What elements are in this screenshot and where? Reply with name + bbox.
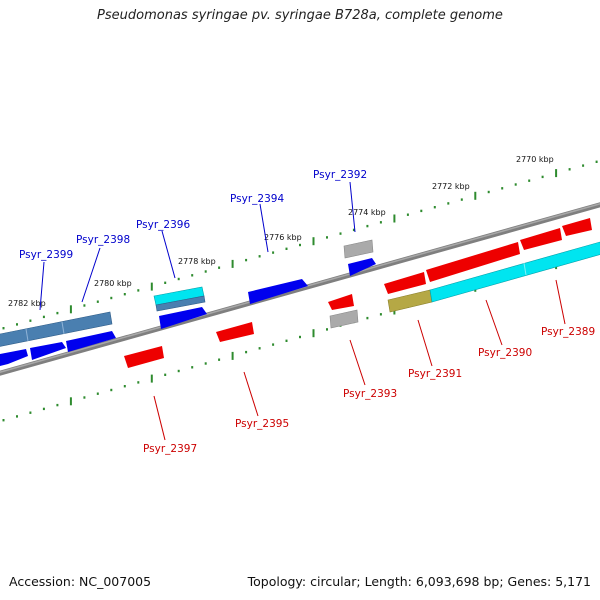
gene-arrow-reverse[interactable] xyxy=(384,272,426,294)
gene-label-psyr-2398[interactable]: Psyr_2398 xyxy=(76,234,130,246)
ruler-label-2782: 2782 kbp xyxy=(8,299,46,308)
gene-label-psyr-2390[interactable]: Psyr_2390 xyxy=(478,347,532,359)
gene-arrow-reverse[interactable] xyxy=(124,346,164,368)
gene-label-psyr-2392[interactable]: Psyr_2392 xyxy=(313,169,367,181)
ruler-label-2770: 2770 kbp xyxy=(516,155,554,164)
genome-backbone xyxy=(0,202,600,376)
gene-arrow-reverse[interactable] xyxy=(216,322,254,342)
feature-track-bars xyxy=(0,239,600,348)
gene-arrow-forward[interactable] xyxy=(159,307,207,329)
gene-label-psyr-2395[interactable]: Psyr_2395 xyxy=(235,418,289,430)
accession-label: Accession: NC_007005 xyxy=(9,574,152,589)
gene-arrow-forward[interactable] xyxy=(348,258,376,276)
ruler-label-2780: 2780 kbp xyxy=(94,279,132,288)
ruler-ticks-upper xyxy=(2,160,598,330)
track-bar-olive[interactable] xyxy=(387,289,433,313)
gene-arrow-forward[interactable] xyxy=(0,349,28,368)
forward-strand-genes xyxy=(0,258,376,368)
gene-label-psyr-2389[interactable]: Psyr_2389 xyxy=(541,326,595,338)
gene-label-psyr-2393[interactable]: Psyr_2393 xyxy=(343,388,397,400)
ruler-label-2772: 2772 kbp xyxy=(432,182,470,191)
gene-arrow-forward[interactable] xyxy=(66,331,116,352)
gene-label-psyr-2399[interactable]: Psyr_2399 xyxy=(19,249,73,261)
ruler-label-2776: 2776 kbp xyxy=(264,233,302,242)
track-bar-divider xyxy=(523,262,527,276)
map-title: Pseudomonas syringae pv. syringae B728a,… xyxy=(97,8,503,23)
gene-arrow-reverse[interactable] xyxy=(520,228,562,250)
gray-feature-lower[interactable] xyxy=(329,309,359,329)
gene-arrow-forward[interactable] xyxy=(30,342,66,360)
gene-label-psyr-2396[interactable]: Psyr_2396 xyxy=(136,219,190,231)
gene-label-psyr-2397[interactable]: Psyr_2397 xyxy=(143,443,197,455)
reverse-strand-genes xyxy=(124,218,592,368)
track-bar-divider xyxy=(25,328,29,342)
gene-label-psyr-2394[interactable]: Psyr_2394 xyxy=(230,193,284,205)
gene-arrow-reverse[interactable] xyxy=(426,242,520,282)
ruler-label-2774: 2774 kbp xyxy=(348,208,386,217)
bottom-label-leaders xyxy=(153,279,566,441)
gene-label-psyr-2391[interactable]: Psyr_2391 xyxy=(408,368,462,380)
ruler-label-2778: 2778 kbp xyxy=(178,257,216,266)
gene-arrow-forward[interactable] xyxy=(248,279,308,304)
track-bar-cyan-long[interactable] xyxy=(429,241,600,303)
top-label-leaders xyxy=(39,181,356,311)
track-bar-divider xyxy=(61,321,65,335)
gene-arrow-reverse[interactable] xyxy=(562,218,592,236)
gene-arrow-reverse[interactable] xyxy=(328,294,354,310)
gray-feature-upper[interactable] xyxy=(343,239,374,259)
track-bar-blue-small[interactable] xyxy=(155,295,206,312)
genome-summary: Topology: circular; Length: 6,093,698 bp… xyxy=(247,574,591,589)
track-bar-blue[interactable] xyxy=(0,311,113,348)
